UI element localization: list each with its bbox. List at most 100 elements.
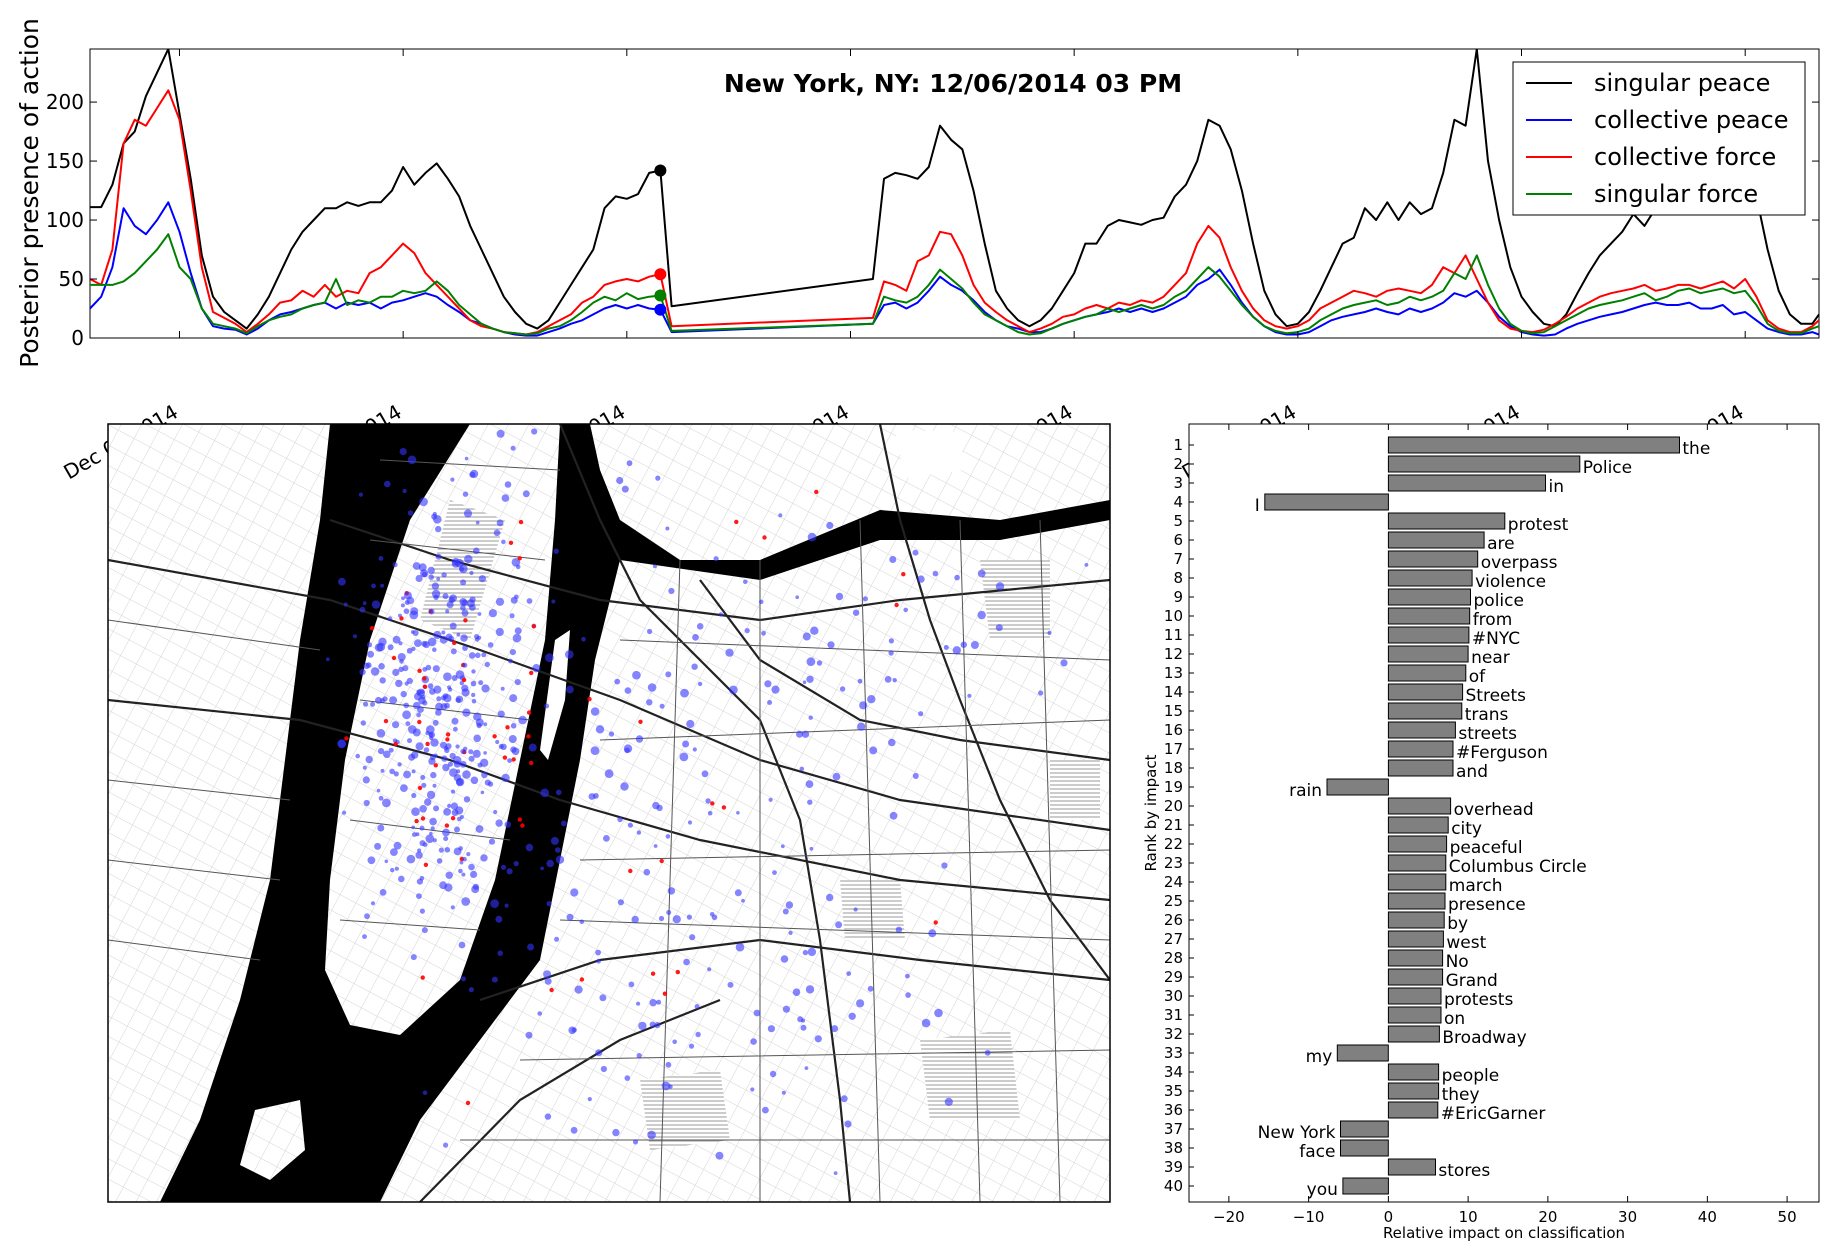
map-marker bbox=[430, 738, 439, 747]
map-marker bbox=[600, 1065, 608, 1073]
map-marker bbox=[510, 445, 516, 451]
bar-word-label: I bbox=[1255, 496, 1260, 516]
legend-box bbox=[1512, 61, 1806, 216]
map-marker bbox=[635, 735, 644, 743]
bar-word-label: #Ferguson bbox=[1456, 743, 1548, 763]
map-marker bbox=[655, 475, 661, 481]
map-marker bbox=[680, 688, 689, 698]
map-marker bbox=[814, 1035, 822, 1043]
map-marker bbox=[471, 698, 477, 704]
map-marker bbox=[686, 719, 695, 729]
bar-word-label: the bbox=[1682, 439, 1710, 459]
map-marker bbox=[807, 947, 817, 957]
map-marker bbox=[461, 688, 470, 697]
map-marker bbox=[421, 782, 427, 788]
map-marker bbox=[505, 725, 510, 730]
map-marker bbox=[415, 851, 423, 859]
map-marker bbox=[807, 532, 817, 542]
map-marker bbox=[495, 819, 503, 827]
map-marker bbox=[800, 1024, 807, 1031]
map-marker bbox=[355, 753, 361, 759]
map-marker bbox=[493, 529, 501, 537]
map-marker bbox=[1084, 563, 1089, 567]
map-marker bbox=[736, 811, 740, 815]
map-marker bbox=[555, 855, 565, 864]
map-marker bbox=[444, 702, 450, 709]
bar-word-label: people bbox=[1442, 1066, 1500, 1086]
map-marker bbox=[392, 721, 400, 729]
map-marker bbox=[596, 958, 601, 964]
map-marker bbox=[367, 650, 375, 658]
map-marker bbox=[471, 692, 476, 698]
map-marker bbox=[555, 847, 561, 853]
map-marker bbox=[500, 686, 505, 691]
map-marker bbox=[422, 842, 428, 847]
map-marker bbox=[565, 650, 574, 659]
map-marker bbox=[435, 709, 442, 716]
map-marker bbox=[417, 719, 422, 725]
map-marker bbox=[554, 936, 560, 942]
legend-entry: collective force bbox=[1594, 143, 1776, 171]
map-marker bbox=[810, 626, 819, 635]
map-marker bbox=[443, 808, 451, 816]
map-marker bbox=[369, 626, 375, 631]
map-marker bbox=[933, 920, 938, 925]
map-marker bbox=[417, 848, 422, 853]
map-marker bbox=[414, 818, 419, 824]
map-marker bbox=[362, 601, 367, 606]
map-marker bbox=[453, 847, 462, 856]
map-marker bbox=[367, 642, 372, 648]
map-marker bbox=[884, 676, 892, 683]
map-marker bbox=[388, 747, 394, 753]
bar-word-label: march bbox=[1449, 876, 1503, 896]
map-park-flushing bbox=[980, 560, 1050, 640]
rank-tick-label: 19 bbox=[1164, 778, 1183, 796]
map-marker bbox=[498, 744, 504, 749]
map-marker bbox=[799, 766, 805, 772]
map-marker bbox=[445, 737, 450, 742]
bar-word-label: of bbox=[1469, 667, 1486, 687]
map-marker bbox=[414, 639, 422, 647]
map-marker bbox=[814, 489, 819, 495]
map-marker bbox=[384, 480, 391, 488]
map-marker bbox=[995, 624, 1003, 632]
bar-word-label: city bbox=[1451, 819, 1482, 839]
impact-bar bbox=[1387, 1006, 1442, 1024]
map-marker bbox=[744, 628, 750, 634]
map-marker bbox=[831, 1025, 839, 1033]
map-marker bbox=[546, 859, 554, 868]
map-marker bbox=[378, 663, 385, 670]
map-marker bbox=[449, 768, 458, 777]
map-marker bbox=[511, 757, 516, 762]
map-marker bbox=[707, 810, 713, 816]
map-marker bbox=[360, 720, 366, 726]
map-marker bbox=[450, 477, 455, 482]
map-marker bbox=[665, 671, 672, 678]
map-marker bbox=[665, 834, 671, 839]
bar-word-label: #EricGarner bbox=[1441, 1104, 1546, 1124]
legend-entry: collective peace bbox=[1594, 106, 1789, 134]
rank-tick-label: 22 bbox=[1164, 835, 1183, 853]
map-marker bbox=[785, 901, 794, 909]
impact-bar bbox=[1387, 759, 1454, 777]
map-marker bbox=[801, 730, 810, 738]
impact-bar bbox=[1340, 1120, 1389, 1138]
map-marker bbox=[623, 744, 633, 753]
map-marker bbox=[675, 969, 680, 975]
map-marker bbox=[484, 779, 491, 786]
map-marker bbox=[543, 970, 552, 979]
rank-tick-label: 26 bbox=[1164, 911, 1183, 929]
map-marker bbox=[436, 577, 441, 581]
map-marker bbox=[472, 749, 481, 758]
map-marker bbox=[362, 934, 367, 939]
map-marker bbox=[469, 570, 474, 576]
impact-bar bbox=[1387, 455, 1581, 473]
map-marker bbox=[383, 750, 391, 759]
map-marker bbox=[508, 735, 517, 743]
map-marker bbox=[780, 844, 785, 849]
map-marker bbox=[835, 921, 843, 929]
map-marker bbox=[631, 915, 639, 924]
y-tick-label: 0 bbox=[71, 326, 84, 350]
bar-x-tick-label: 40 bbox=[1698, 1208, 1717, 1226]
